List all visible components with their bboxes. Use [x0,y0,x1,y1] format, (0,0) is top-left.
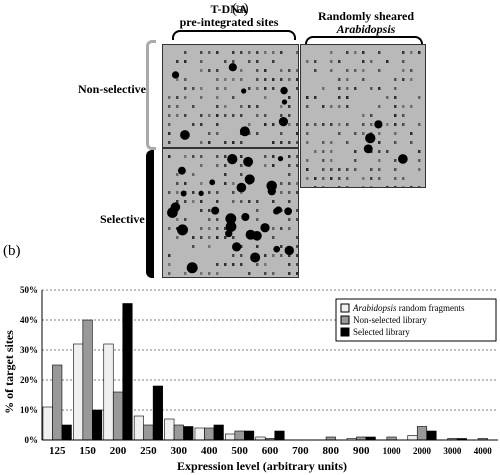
x-tick-label: 400 [201,445,218,457]
x-tick-label: 3000 [443,446,462,456]
bar-nonselected-125 [52,364,63,441]
array-random-nonselective [300,44,426,188]
bar-selected-150 [92,409,103,441]
y-tick-label: 10% [20,405,38,415]
x-tick-label: 200 [110,445,127,457]
random-bracket [305,36,423,46]
bar-selected-250 [152,385,163,441]
bar-selected-200 [122,303,133,441]
legend: Arabidopsis random fragments Non-selecte… [335,298,497,342]
bar-random-125 [42,406,53,441]
bar-random-150 [73,343,84,441]
tdna-header: T-DNA pre-integrated sites [165,3,293,29]
x-tick-label: 2000 [413,446,432,456]
bar-nonselected-400 [204,427,215,441]
row-label-selective: Selective [100,212,145,226]
x-tick-label: 4000 [474,446,493,456]
bar-random-400 [194,427,205,441]
array-tdna-selective [162,148,299,278]
y-tick-label: 30% [20,345,38,355]
tdna-header-line1: T-DNA [210,2,248,16]
x-tick-label: 600 [262,445,279,457]
bar-nonselected-200 [112,391,124,441]
tdna-bracket [172,30,296,40]
legend-label-nonselected: Non-selected library [353,315,427,325]
x-tick-label: 1000 [383,446,402,456]
y-tick-label: 20% [20,375,38,385]
y-axis-label: % of target sites [2,330,16,414]
random-header-line1: Randomly sheared [317,9,415,23]
legend-swatch-nonselected [340,315,350,325]
x-tick-label: 700 [292,445,309,457]
legend-label-selected: Selected library [353,327,410,337]
x-tick-label: 900 [353,445,370,457]
random-header-line2: Arabidopsis [336,22,396,36]
bar-random-250 [133,415,144,441]
legend-swatch-random [340,303,350,313]
x-tick-label: 300 [171,445,188,457]
random-header: Randomly sheared Arabidopsis [302,10,430,36]
bar-random-2000 [407,435,418,441]
bar-random-200 [103,343,114,441]
bar-nonselected-300 [173,424,184,441]
legend-label-random: Arabidopsis random fragments [352,303,465,313]
bar-selected-2000 [426,430,437,441]
y-tick-label: 0% [25,435,39,445]
bar-random-300 [164,418,175,441]
x-axis-label: Expression level (arbitrary units) [177,459,347,473]
row-label-nonselective: Non-selective [78,82,146,96]
y-tick-label: 40% [20,315,38,325]
bar-chart: 0% 10% 20% 30% 40% 50% 125 150 200 250 300 400 500 6… [2,285,498,473]
selective-bracket [146,150,154,278]
bar-selected-300 [183,426,194,441]
tdna-header-line2: pre-integrated sites [179,15,279,29]
bar-selected-500 [244,430,255,441]
bar-nonselected-150 [82,319,93,441]
y-tick-label: 50% [20,285,38,295]
bar-nonselected-2000 [416,426,428,441]
nonselective-bracket [146,40,156,150]
bar-selected-400 [213,424,224,441]
bar-selected-125 [61,424,72,441]
x-tick-label: 250 [140,445,157,457]
panel-a-label: (a) [232,1,249,17]
array-tdna-nonselective [162,44,299,148]
bar-nonselected-500 [234,430,245,441]
panel-b-label: (b) [3,243,21,259]
bar-random-500 [225,433,236,441]
legend-swatch-selected [340,327,350,337]
bar-nonselected-250 [143,424,154,441]
x-tick-label: 500 [231,445,248,457]
x-tick-label: 125 [49,445,66,457]
x-tick-label: 150 [79,445,96,457]
bar-selected-600 [274,430,285,441]
x-tick-label: 800 [323,445,340,457]
